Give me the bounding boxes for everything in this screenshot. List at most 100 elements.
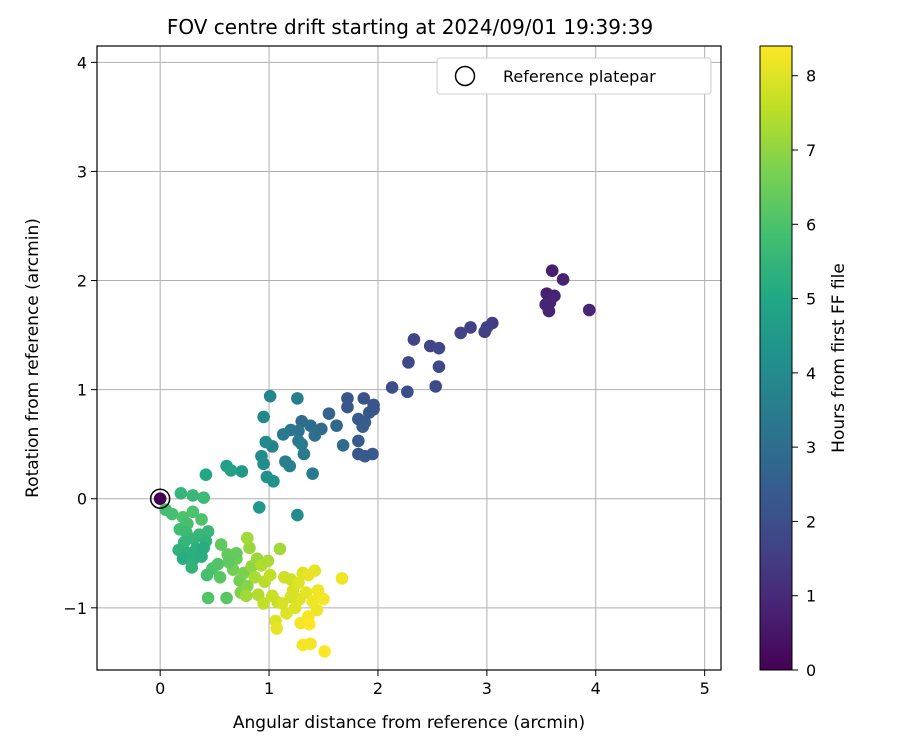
data-point bbox=[330, 419, 343, 432]
data-point bbox=[407, 333, 421, 346]
x-axis-label: Angular distance from reference (arcmin) bbox=[233, 713, 585, 733]
data-point bbox=[195, 550, 208, 563]
data-point bbox=[220, 591, 233, 605]
data-point bbox=[336, 438, 350, 452]
data-point bbox=[295, 414, 309, 428]
y-tick-label: 1 bbox=[77, 381, 87, 400]
data-point bbox=[165, 507, 179, 521]
data-point bbox=[556, 273, 570, 286]
legend-label: Reference platepar bbox=[503, 67, 656, 86]
data-point bbox=[263, 568, 277, 582]
y-tick-label: 3 bbox=[77, 162, 87, 181]
colorbar-gradient bbox=[759, 45, 793, 671]
data-point bbox=[261, 554, 275, 568]
reference-marker bbox=[149, 488, 171, 509]
data-point bbox=[211, 557, 225, 571]
data-point bbox=[257, 410, 270, 424]
data-point bbox=[263, 389, 277, 403]
legend-box bbox=[436, 57, 712, 95]
data-point bbox=[213, 570, 227, 584]
data-point bbox=[185, 561, 199, 574]
data-point bbox=[341, 400, 354, 414]
data-point bbox=[201, 591, 215, 605]
reference-platepar-marker bbox=[149, 488, 171, 509]
data-point bbox=[257, 457, 270, 471]
legend: Reference platepar bbox=[436, 57, 712, 95]
colorbar-tick-label: 2 bbox=[806, 512, 816, 531]
colorbar-tick-label: 5 bbox=[806, 290, 816, 309]
data-point bbox=[432, 341, 446, 355]
data-point bbox=[197, 491, 211, 504]
colorbar-tick-label: 4 bbox=[806, 364, 816, 383]
data-point bbox=[402, 356, 415, 369]
data-point bbox=[322, 407, 336, 420]
data-point bbox=[306, 467, 319, 480]
data-point bbox=[542, 304, 556, 318]
y-axis-label: Rotation from reference (arcmin) bbox=[23, 218, 43, 498]
data-point bbox=[240, 531, 254, 545]
colorbar-tick-label: 7 bbox=[806, 141, 816, 160]
data-point bbox=[308, 429, 322, 442]
data-point bbox=[366, 447, 379, 461]
data-point bbox=[239, 589, 253, 603]
colorbar-tick-label: 0 bbox=[806, 661, 816, 680]
data-point bbox=[288, 601, 302, 615]
y-tick-label: 2 bbox=[77, 272, 87, 291]
x-tick-label: 4 bbox=[591, 679, 601, 698]
data-point bbox=[297, 447, 311, 461]
colorbar: 0 1 2 3 4 5 6 7 8 Hours from first FF file bbox=[759, 45, 849, 680]
data-point bbox=[545, 264, 559, 278]
data-point bbox=[201, 525, 215, 538]
data-point bbox=[230, 546, 243, 560]
data-point bbox=[291, 508, 304, 522]
x-tick-label: 0 bbox=[155, 679, 165, 698]
data-point bbox=[174, 486, 188, 500]
y-tick-label: 0 bbox=[77, 490, 87, 509]
data-point bbox=[252, 501, 266, 514]
data-point bbox=[478, 325, 491, 339]
data-point bbox=[276, 428, 290, 441]
data-point bbox=[317, 592, 330, 606]
data-point bbox=[259, 435, 273, 449]
data-point bbox=[303, 617, 316, 631]
data-point bbox=[257, 597, 270, 610]
data-point bbox=[308, 564, 322, 578]
data-point bbox=[362, 406, 376, 419]
data-point bbox=[356, 420, 370, 434]
data-point bbox=[310, 603, 324, 617]
data-point bbox=[295, 437, 309, 451]
data-point bbox=[283, 459, 297, 473]
data-point bbox=[273, 542, 287, 556]
axes-ticks: 0 1 2 3 4 5 −1 0 1 2 3 4 bbox=[63, 53, 709, 698]
colorbar-ticks: 0 1 2 3 4 5 6 7 8 bbox=[792, 67, 816, 680]
data-point bbox=[385, 381, 399, 394]
x-tick-label: 1 bbox=[264, 679, 274, 698]
data-point bbox=[214, 538, 228, 551]
data-point bbox=[296, 638, 310, 652]
x-tick-label: 3 bbox=[482, 679, 492, 698]
data-point bbox=[299, 586, 313, 599]
chart-title: FOV centre drift starting at 2024/09/01 … bbox=[167, 15, 653, 39]
data-point bbox=[270, 622, 283, 635]
colorbar-tick-label: 1 bbox=[806, 587, 816, 606]
data-point bbox=[429, 380, 442, 393]
plot-frame bbox=[96, 45, 722, 671]
data-point bbox=[222, 555, 236, 569]
y-tick-label: 4 bbox=[77, 53, 87, 72]
data-point bbox=[187, 532, 201, 546]
data-point bbox=[284, 590, 298, 604]
data-point bbox=[291, 392, 304, 405]
data-point bbox=[335, 572, 349, 585]
data-point bbox=[224, 464, 238, 477]
legend-marker bbox=[454, 65, 476, 87]
data-point bbox=[352, 434, 365, 448]
data-point bbox=[195, 513, 208, 526]
colorbar-tick-label: 3 bbox=[806, 438, 816, 457]
data-point bbox=[153, 492, 167, 506]
data-point bbox=[275, 597, 289, 610]
data-point bbox=[318, 645, 331, 658]
data-point bbox=[341, 392, 354, 405]
data-point bbox=[243, 541, 256, 555]
colorbar-tick-label: 8 bbox=[806, 67, 816, 86]
